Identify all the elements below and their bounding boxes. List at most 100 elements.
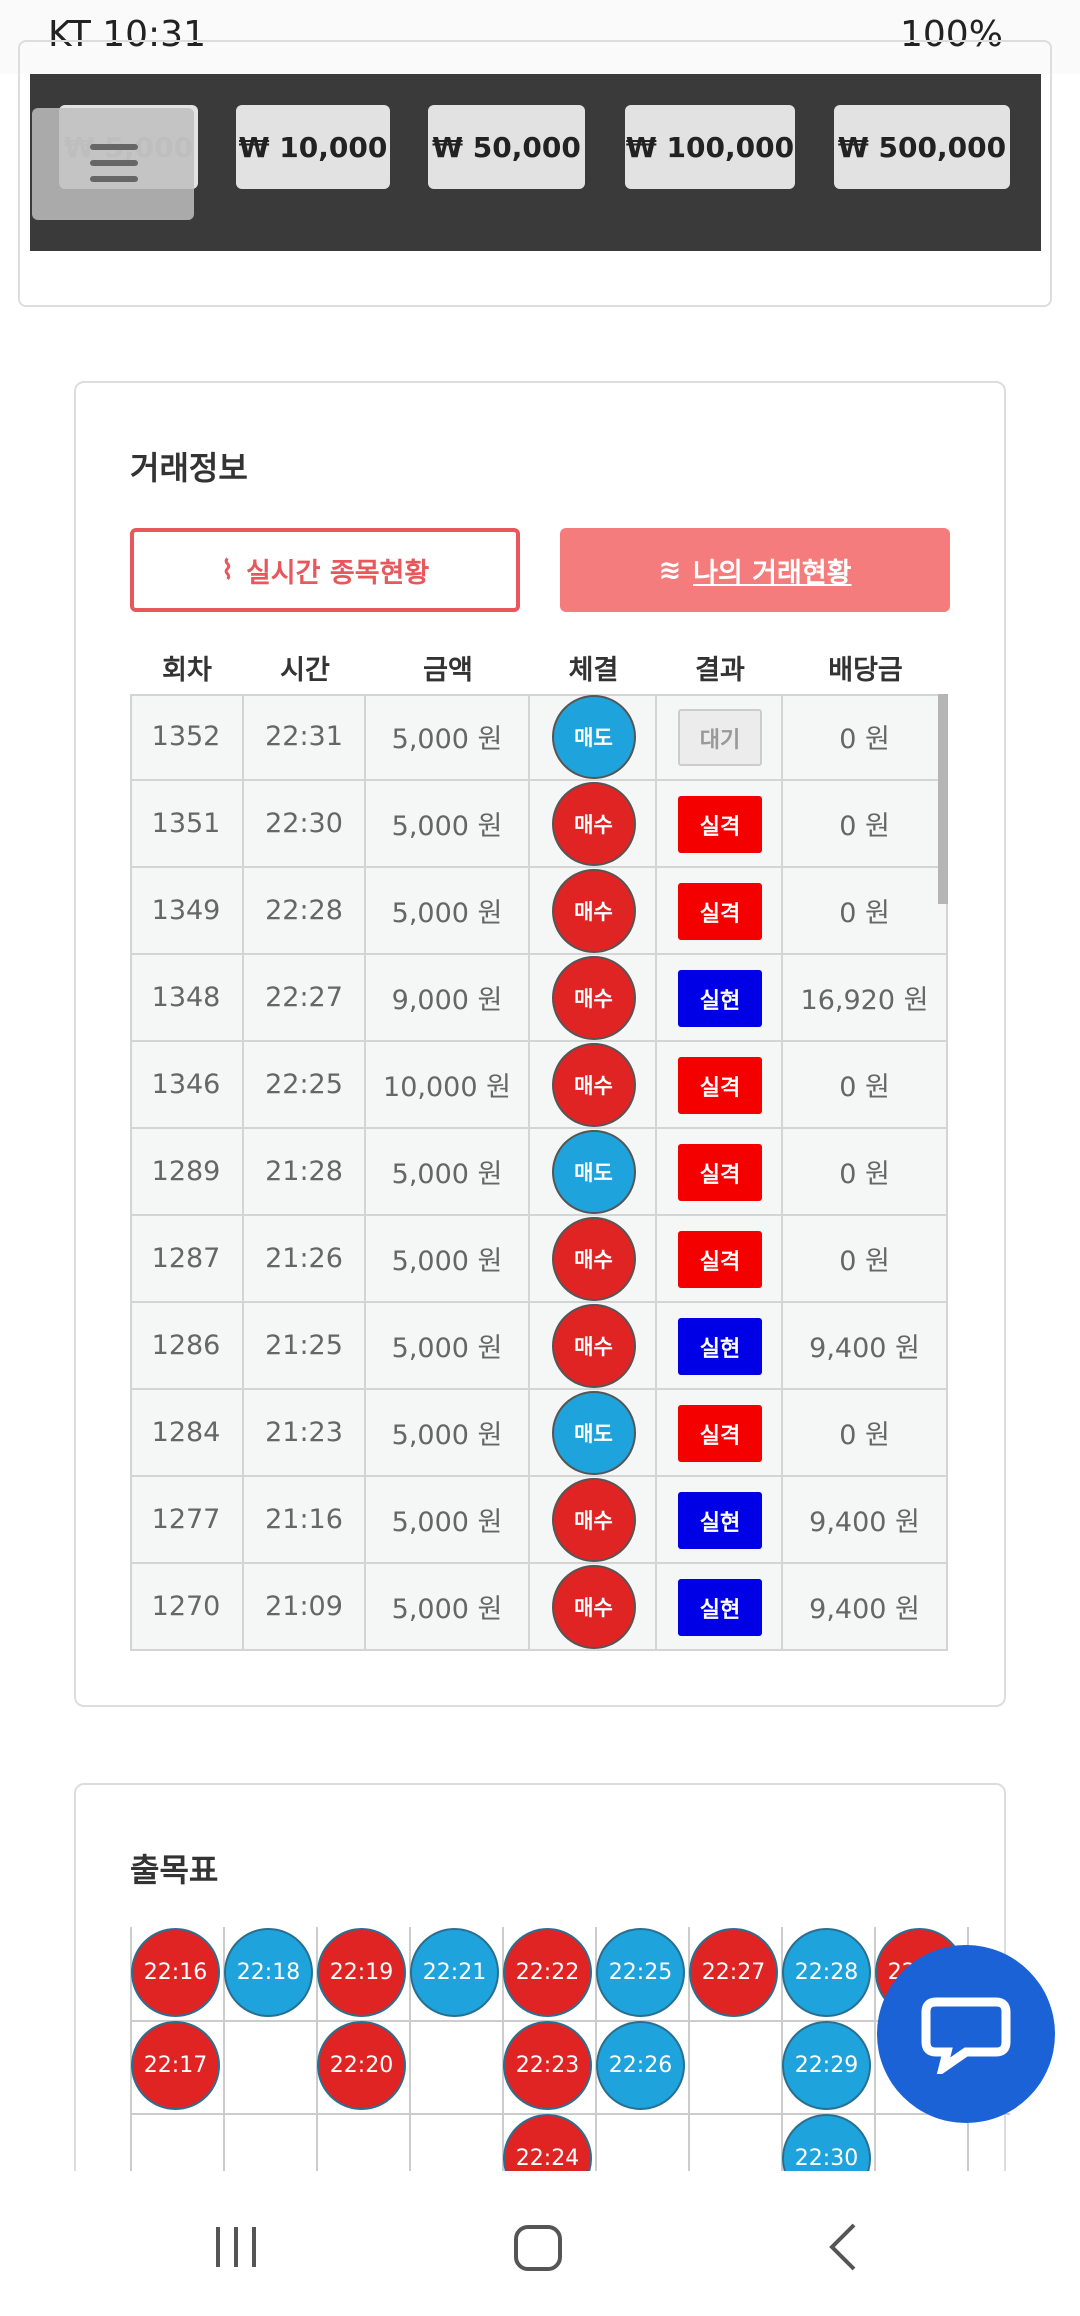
result-grid: 22:16 22:17 22:18 22:19 22:20 22:21 22:22 22:23… [130,1927,1010,2171]
table-cell: 1349 [130,868,244,955]
result-badge: 실격 [678,883,762,940]
bet-button[interactable]: ₩ 50,000 [428,105,585,189]
side-badge: 매도 [551,695,636,779]
result-circle: 22:20 [317,2021,406,2110]
menu-line [90,160,138,166]
table-cell: 22:31 [244,694,366,781]
bet-card [18,40,1052,307]
menu-line [90,176,138,182]
result-circle: 22:24 [503,2114,592,2171]
result-circle: 22:27 [689,1928,778,2017]
table-cell: 1346 [130,1042,244,1129]
result-badge: 실현 [678,1492,762,1549]
trade-card: 거래정보 ⌇ 실시간 종목현황 ≋ 나의 거래현황 [74,381,1006,1707]
table-cell: 9,400 원 [783,1564,948,1651]
table-cell: 16,920 원 [783,955,948,1042]
table-cell: 실격 [657,781,783,868]
side-badge: 매수 [551,1043,636,1127]
grid-line [130,1927,132,2171]
table-cell: 매도 [530,1390,657,1477]
table-cell: 1277 [130,1477,244,1564]
grid-line [409,1927,411,2171]
result-circle: 22:16 [131,1928,220,2017]
table-cell: 실현 [657,955,783,1042]
tab-realtime[interactable]: ⌇ 실시간 종목현황 [130,528,520,612]
section-title: 거래정보 [130,449,248,487]
table-header: 결과 [695,654,745,686]
menu-line [90,144,138,150]
tab-label: 나의 거래현황 [693,557,852,589]
result-circle: 22:21 [410,1928,499,2017]
result-badge: 실현 [678,1318,762,1375]
table-cell: 21:09 [244,1564,366,1651]
table-cell: 매수 [530,1564,657,1651]
grid-line [316,1927,318,2171]
table-cell: 매수 [530,955,657,1042]
nav-icons [216,2223,856,2271]
table-cell: 21:28 [244,1129,366,1216]
grid-line [595,1927,597,2171]
result-badge: 실격 [678,1057,762,1114]
grid-line [874,1927,876,2171]
table-cell: 9,000 원 [366,955,530,1042]
table-cell: 5,000 원 [366,868,530,955]
table-cell: 1270 [130,1564,244,1651]
result-circle: 22:28 [782,1928,871,2017]
table-cell: 매수 [530,1477,657,1564]
result-badge: 실격 [678,1405,762,1462]
table-cell: 5,000 원 [366,1303,530,1390]
tab-mytrades[interactable]: ≋ 나의 거래현황 [560,528,950,612]
chat-button[interactable] [877,1945,1055,2123]
battery: 100% [900,14,1003,55]
bet-button[interactable]: ₩ 500,000 [834,105,1010,189]
table-cell: 21:23 [244,1390,366,1477]
menu-button[interactable] [32,108,194,220]
table-cell: 실격 [657,1042,783,1129]
table-cell: 매도 [530,1129,657,1216]
table-cell: 5,000 원 [366,1477,530,1564]
status-bar: KT 10:31 100% [0,0,1080,74]
table-cell: 매수 [530,1216,657,1303]
table-cell: 22:27 [244,955,366,1042]
table-cell: 1284 [130,1390,244,1477]
table-cell: 실격 [657,868,783,955]
result-circle: 22:17 [131,2021,220,2110]
table-cell: 9,400 원 [783,1477,948,1564]
bet-button[interactable]: ₩ 10,000 [236,105,390,189]
table-cell: 실격 [657,1129,783,1216]
side-badge: 매수 [551,1217,636,1301]
side-badge: 매도 [551,1130,636,1214]
result-circle: 22:25 [596,1928,685,2017]
result-circle: 22:23 [503,2021,592,2110]
table-cell: 매도 [530,694,657,781]
table-cell: 1286 [130,1303,244,1390]
table-cell: 0 원 [783,1390,948,1477]
side-badge: 매수 [551,869,636,953]
result-circle: 22:29 [782,2021,871,2110]
table-cell: 실현 [657,1564,783,1651]
table-cell: 실격 [657,1390,783,1477]
table-cell: 1287 [130,1216,244,1303]
table-cell: 21:16 [244,1477,366,1564]
table-cell: 22:25 [244,1042,366,1129]
grid-line [502,1927,504,2171]
bet-button[interactable]: ₩ 100,000 [625,105,795,189]
table-cell: 21:26 [244,1216,366,1303]
table-cell: 매수 [530,1042,657,1129]
result-badge: 대기 [678,709,762,766]
result-circle: 22:26 [596,2021,685,2110]
result-badge: 실격 [678,1231,762,1288]
side-badge: 매수 [551,782,636,866]
table-cell: 0 원 [783,868,948,955]
table-cell: 0 원 [783,1216,948,1303]
scrollbar [938,694,948,904]
chat-icon [921,1997,1011,2074]
table-cell: 10,000 원 [366,1042,530,1129]
table-cell: 5,000 원 [366,1390,530,1477]
table-header: 회차 [162,654,212,686]
table-cell: 22:30 [244,781,366,868]
status-time: KT 10:31 [48,14,206,55]
result-circle: 22:18 [224,1928,313,2017]
grid-line [223,1927,225,2171]
table-cell: 21:25 [244,1303,366,1390]
